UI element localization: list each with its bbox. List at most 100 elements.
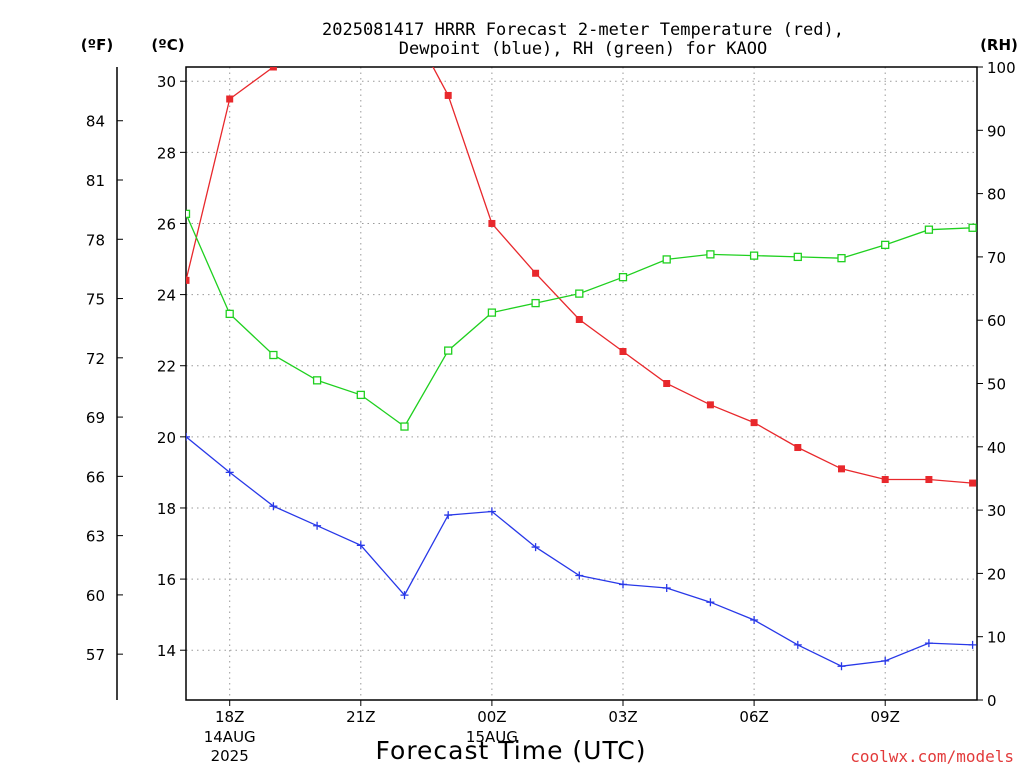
rh-tick-label: 40: [987, 439, 1006, 457]
temperature-point: [838, 465, 845, 473]
temperature-point: [488, 219, 496, 227]
temperature-point: [794, 444, 802, 452]
celsius-tick-label: 30: [157, 73, 176, 91]
dewpoint-point: [881, 656, 890, 665]
fahrenheit-tick-label: 81: [86, 172, 105, 190]
rh-point: [837, 254, 846, 263]
x-tick-label: 18Z: [215, 708, 244, 726]
temperature-point: [663, 380, 671, 387]
rh-tick-label: 20: [987, 565, 1006, 583]
dewpoint-point: [269, 502, 278, 511]
rh-point: [662, 255, 671, 264]
temperature-point: [750, 419, 758, 427]
rh-point: [924, 225, 934, 234]
series-rh: [186, 209, 977, 431]
temperature-point: [706, 401, 714, 409]
data-series: [186, 67, 977, 671]
celsius-tick-label: 22: [157, 358, 176, 376]
grid-lines: [186, 67, 977, 700]
fahrenheit-tick-label: 69: [86, 409, 105, 427]
x-tick-label: 06Z: [739, 708, 768, 726]
rh-point: [706, 250, 715, 259]
chart-title-line2: Dewpoint (blue), RH (green) for KAOO: [399, 39, 767, 59]
temperature-point: [226, 95, 234, 103]
dewpoint-point: [356, 541, 365, 550]
dewpoint-point: [313, 521, 322, 530]
celsius-tick-label: 24: [157, 287, 176, 305]
chart-title-line1: 2025081417 HRRR Forecast 2-meter Tempera…: [322, 20, 844, 40]
temperature-point: [532, 269, 540, 277]
fahrenheit-tick-label: 84: [86, 113, 105, 131]
fahrenheit-tick-label: 78: [86, 231, 105, 249]
series-dewpoint: [186, 432, 977, 671]
dewpoint-point: [444, 511, 453, 520]
x-tick-sublabel: 2025: [211, 747, 249, 765]
rh-tick-label: 100: [987, 59, 1016, 77]
temperature-point: [881, 476, 889, 484]
rh-axis-unit: (RH): [980, 36, 1018, 54]
rh-point: [793, 252, 802, 262]
dewpoint-point: [750, 615, 759, 624]
rh-point: [312, 376, 322, 385]
celsius-tick-label: 26: [157, 215, 176, 233]
dewpoint-point: [225, 468, 234, 477]
celsius-tick-label: 16: [157, 571, 176, 589]
celsius-tick-label: 18: [157, 500, 176, 518]
rh-tick-label: 70: [987, 249, 1006, 267]
x-tick-label: 00Z: [477, 708, 506, 726]
temperature-point: [186, 276, 190, 284]
temperature-point: [925, 476, 933, 484]
temperature-point: [269, 67, 277, 71]
temperature-point: [619, 347, 627, 355]
temperature-point: [444, 91, 452, 99]
dewpoint-point: [924, 639, 933, 648]
celsius-tick-label: 20: [157, 429, 176, 447]
dewpoint-point: [837, 662, 846, 671]
dewpoint-point: [487, 507, 496, 516]
rh-tick-label: 60: [987, 312, 1006, 330]
rh-tick-label: 0: [987, 692, 997, 710]
celsius-axis-unit: (ºC): [151, 36, 184, 54]
rh-point: [356, 390, 365, 400]
dewpoint-point: [531, 543, 540, 552]
x-axis-label: Forecast Time (UTC): [376, 736, 647, 765]
rh-point: [881, 240, 890, 250]
rh-point: [186, 209, 191, 219]
rh-point: [444, 346, 453, 355]
x-tick-sublabel: 14AUG: [204, 728, 256, 746]
fahrenheit-tick-label: 72: [86, 350, 105, 368]
celsius-tick-label: 28: [157, 144, 176, 162]
fahrenheit-tick-label: 66: [86, 468, 105, 486]
dewpoint-point: [186, 432, 190, 441]
dewpoint-point: [400, 591, 409, 600]
rh-point: [575, 289, 584, 298]
dewpoint-point: [575, 571, 584, 580]
x-tick-label: 09Z: [871, 708, 900, 726]
fahrenheit-tick-label: 60: [86, 587, 105, 605]
dewpoint-point: [968, 640, 977, 649]
rh-tick-label: 90: [987, 122, 1006, 140]
plot-frame: [185, 66, 978, 701]
temperature-point: [575, 315, 583, 323]
rh-point: [400, 422, 409, 431]
fahrenheit-axis-unit: (ºF): [81, 36, 113, 54]
rh-tick-label: 30: [987, 502, 1006, 520]
rh-tick-label: 50: [987, 376, 1006, 394]
celsius-tick-label: 14: [157, 642, 176, 660]
fahrenheit-tick-label: 75: [86, 291, 105, 309]
series-temperature: [186, 67, 977, 487]
dewpoint-point: [662, 583, 671, 592]
rh-point: [968, 223, 977, 232]
rh-point: [225, 309, 234, 319]
rh-point: [531, 298, 540, 308]
x-tick-label: 03Z: [608, 708, 637, 726]
rh-point: [487, 308, 497, 317]
rh-point: [749, 251, 759, 260]
source-credit: coolwx.com/models: [850, 747, 1014, 766]
dewpoint-point: [793, 640, 802, 649]
fahrenheit-tick-label: 63: [86, 528, 105, 546]
rh-tick-label: 10: [987, 629, 1006, 647]
rh-tick-label: 80: [987, 186, 1006, 204]
